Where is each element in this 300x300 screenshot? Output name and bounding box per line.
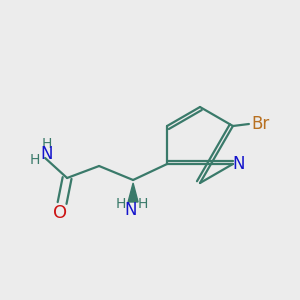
Text: O: O (53, 204, 67, 222)
Text: Br: Br (252, 115, 270, 133)
Text: H: H (138, 197, 148, 211)
Text: N: N (41, 145, 53, 163)
Text: H: H (42, 137, 52, 151)
Polygon shape (128, 183, 138, 202)
Text: H: H (30, 153, 40, 167)
Text: N: N (233, 155, 245, 173)
Text: H: H (116, 197, 126, 211)
Text: N: N (125, 201, 137, 219)
